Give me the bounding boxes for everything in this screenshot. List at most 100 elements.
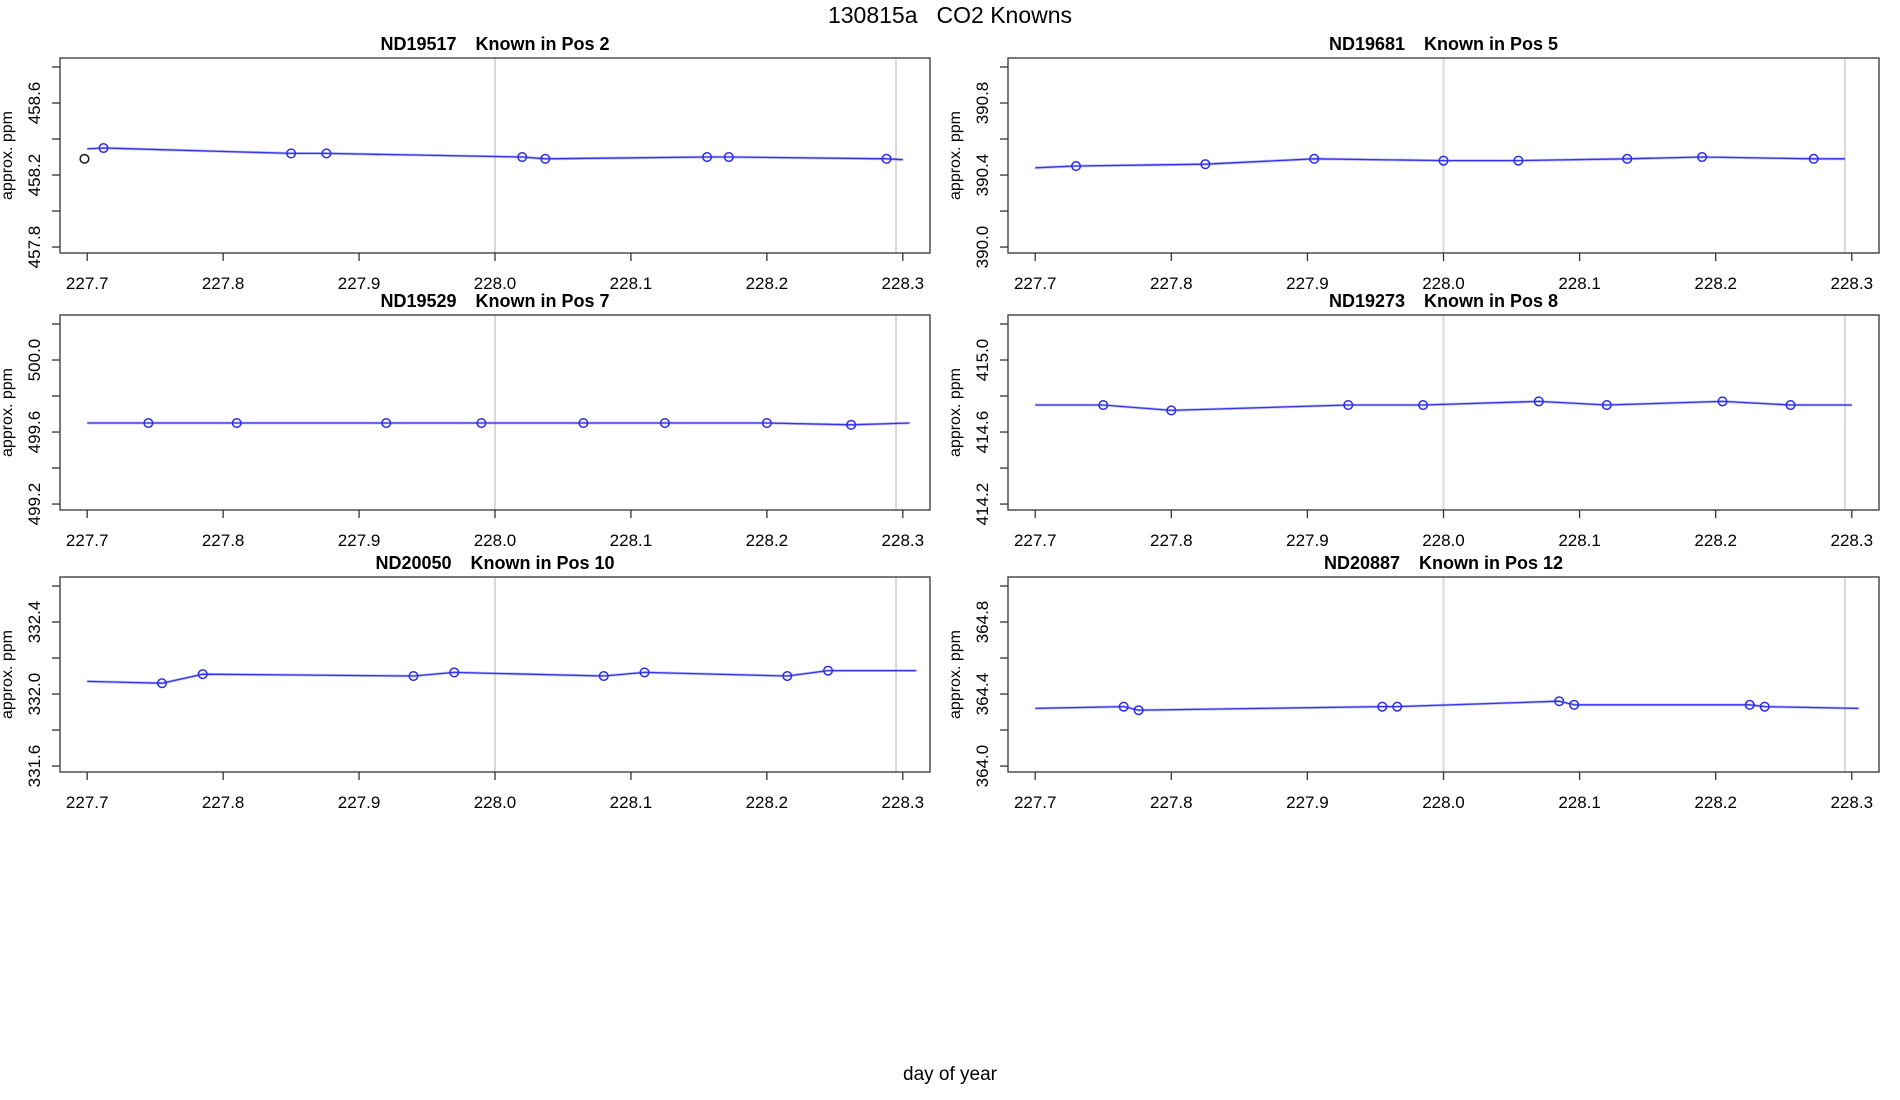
- x-tick-label: 228.3: [1831, 274, 1874, 293]
- y-axis-label: approx. ppm: [947, 368, 964, 457]
- x-tick-label: 228.0: [1422, 793, 1465, 812]
- outlier-point: [79, 153, 90, 164]
- data-point: [197, 669, 208, 680]
- y-tick-label: 332.4: [25, 601, 44, 644]
- data-point: [1808, 153, 1819, 164]
- x-tick-label: 227.8: [202, 274, 245, 293]
- x-tick-label: 228.0: [1422, 274, 1465, 293]
- x-tick-label: 227.9: [338, 793, 381, 812]
- subplot-subtitle: Known in Pos 10: [471, 553, 615, 573]
- data-point: [761, 417, 772, 429]
- data-point: [476, 417, 487, 429]
- data-point: [846, 419, 857, 430]
- data-point: [143, 417, 154, 429]
- subplot-id: ND19517: [380, 34, 456, 54]
- series-line: [1035, 700, 1859, 711]
- data-point: [723, 151, 734, 163]
- data-point: [598, 670, 609, 682]
- subplot-ND19529: ND19529 Known in Pos 7 227.7 227.8 227.9 228.…: [0, 291, 931, 550]
- subplot-title: ND19529 Known in Pos 7: [380, 291, 609, 311]
- data-point: [1166, 405, 1177, 416]
- y-tick-label: 331.6: [25, 745, 44, 788]
- subplot-subtitle: Known in Pos 7: [476, 291, 610, 311]
- x-tick-label: 227.7: [1014, 793, 1057, 812]
- series-line: [1035, 400, 1852, 412]
- x-tick-label: 227.9: [1286, 793, 1329, 812]
- data-point: [1717, 396, 1728, 407]
- y-axis-label: approx. ppm: [0, 630, 16, 719]
- x-tick-label: 228.0: [474, 274, 517, 293]
- x-tick-label: 228.3: [1831, 793, 1874, 812]
- series-line: [1035, 156, 1845, 169]
- y-axis-label: approx. ppm: [0, 368, 16, 457]
- data-point: [1377, 701, 1388, 712]
- x-tick-label: 227.7: [1014, 531, 1057, 550]
- data-point: [822, 665, 834, 676]
- run-id: 130815a: [827, 2, 918, 28]
- data-point: [1785, 399, 1796, 411]
- x-tick-label: 228.2: [746, 793, 789, 812]
- data-point: [1759, 701, 1770, 712]
- x-tick-label: 228.3: [1831, 531, 1874, 550]
- y-tick-label: 500.0: [25, 339, 44, 382]
- x-tick-label: 227.7: [66, 531, 109, 550]
- y-tick-label: 332.0: [25, 673, 44, 716]
- x-tick-label: 227.9: [338, 274, 381, 293]
- series-line: [87, 147, 903, 161]
- x-tick-label: 227.9: [1286, 531, 1329, 550]
- subplot-ND19273: ND19273 Known in Pos 8 227.7 227.8 227.9 228.…: [947, 291, 1880, 550]
- subplot-ND19681: ND19681 Known in Pos 5 227.7 227.8 227.9 228.…: [947, 34, 1880, 293]
- x-tick-label: 228.2: [1694, 274, 1737, 293]
- y-tick-label: 457.8: [25, 226, 44, 269]
- x-tick-label: 228.2: [1694, 793, 1737, 812]
- data-point: [1533, 396, 1544, 407]
- data-point: [659, 417, 670, 429]
- y-axis-label: approx. ppm: [0, 111, 16, 200]
- series-line: [87, 669, 917, 684]
- subplot-title: ND19517 Known in Pos 2: [380, 34, 609, 54]
- data-point: [231, 417, 242, 429]
- y-tick-label: 364.8: [973, 601, 992, 644]
- y-tick-label: 458.6: [25, 82, 44, 125]
- x-tick-label: 228.0: [1422, 531, 1465, 550]
- data-point: [1118, 701, 1129, 712]
- x-tick-label: 228.1: [1558, 793, 1601, 812]
- subplot-id: ND20050: [375, 553, 451, 573]
- data-point: [1200, 159, 1211, 170]
- x-tick-label: 228.2: [746, 531, 789, 550]
- data-point: [702, 151, 713, 163]
- data-point: [408, 670, 419, 682]
- y-tick-label: 458.2: [25, 154, 44, 197]
- x-tick-label: 228.2: [1694, 531, 1737, 550]
- data-point: [1343, 399, 1354, 411]
- data-point: [98, 142, 109, 154]
- subplot-subtitle: Known in Pos 12: [1419, 553, 1563, 573]
- data-point: [1098, 399, 1109, 411]
- data-point: [1601, 399, 1612, 411]
- x-tick-label: 227.7: [66, 274, 109, 293]
- subplot-ND20887: ND20887 Known in Pos 12 227.7 227.8 227.9 228…: [947, 553, 1880, 812]
- data-point: [156, 678, 168, 689]
- x-tick-label: 228.3: [882, 274, 925, 293]
- subplot-id: ND19681: [1329, 34, 1405, 54]
- x-tick-label: 228.3: [882, 531, 925, 550]
- data-point: [1744, 699, 1755, 710]
- subplot-ND19517: ND19517 Known in Pos 2 227.7 227.8 227.9 228.…: [0, 34, 931, 293]
- data-point: [1309, 153, 1320, 164]
- x-tick-label: 228.0: [474, 793, 517, 812]
- data-point: [1438, 155, 1449, 166]
- data-point: [578, 417, 589, 429]
- data-point: [1569, 699, 1580, 710]
- subplot-id: ND19529: [380, 291, 456, 311]
- page-title: 130815a CO2 Knowns: [0, 2, 1900, 29]
- x-tick-label: 227.9: [338, 531, 381, 550]
- y-tick-label: 499.2: [25, 483, 44, 526]
- data-point: [1392, 701, 1403, 712]
- subplot-subtitle: Known in Pos 8: [1424, 291, 1558, 311]
- y-axis-label: approx. ppm: [947, 630, 964, 719]
- data-point: [1697, 151, 1708, 163]
- series-line-halo: [1035, 699, 1859, 712]
- subplot-ND20050: ND20050 Known in Pos 10 227.7 227.8 227.9 228…: [0, 553, 931, 812]
